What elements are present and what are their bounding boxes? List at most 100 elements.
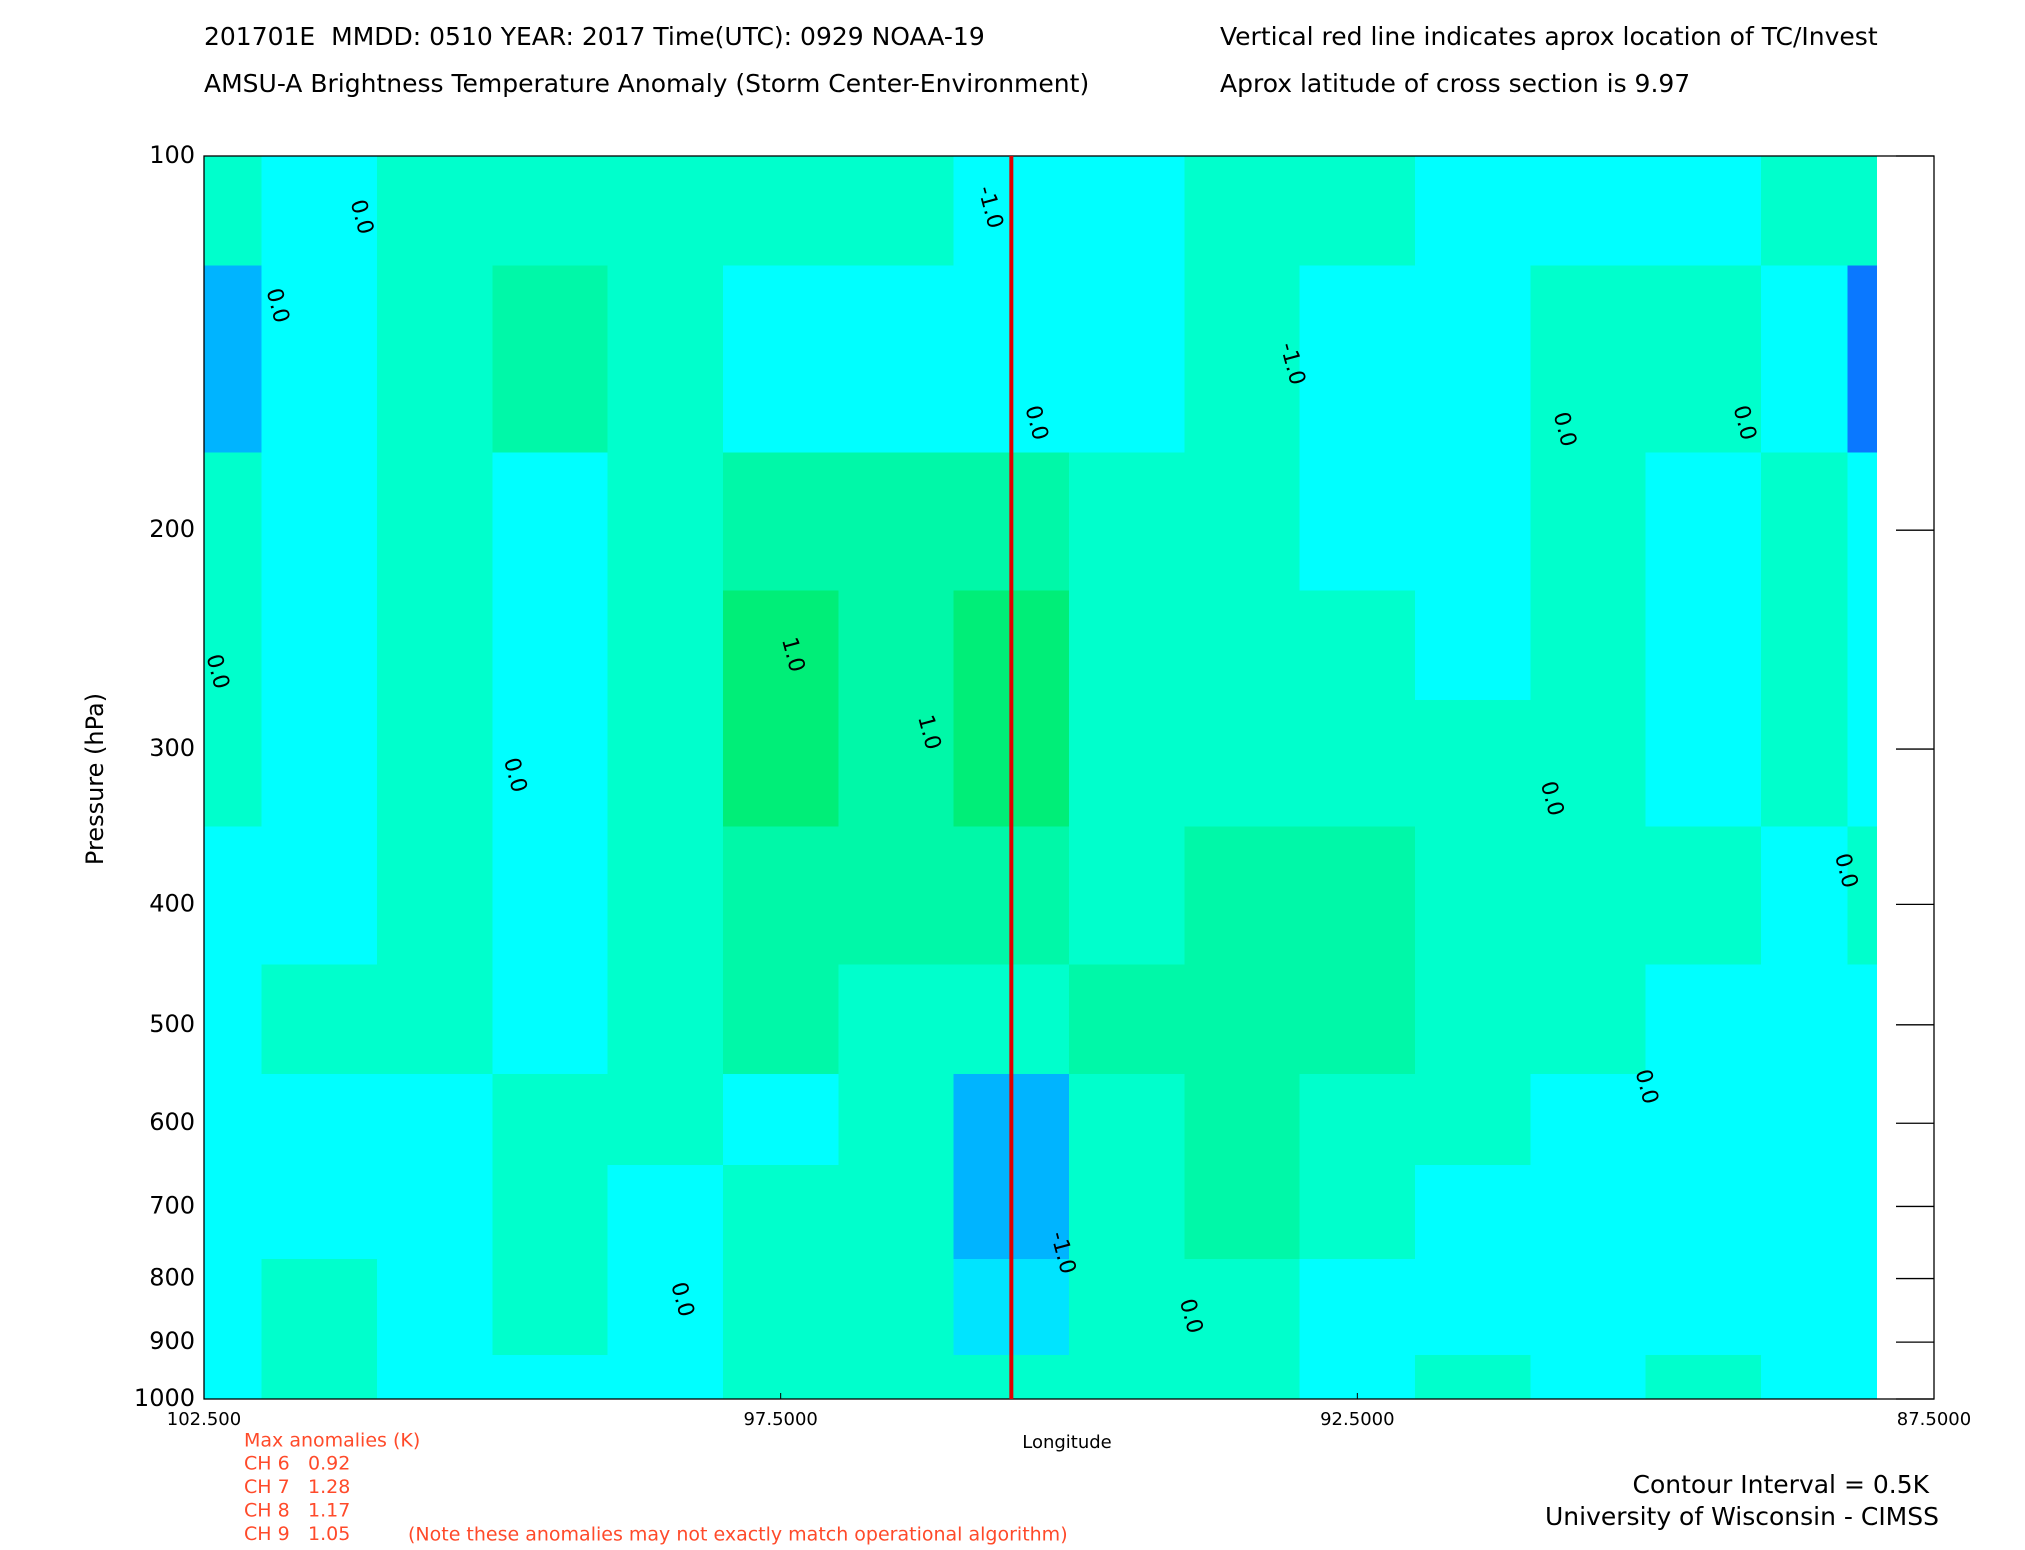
contour-cell xyxy=(377,1164,493,1260)
contour-cell xyxy=(377,964,493,1075)
contour-cell xyxy=(261,1074,378,1166)
contour-cell xyxy=(838,1258,955,1356)
contour-cell xyxy=(204,964,263,1075)
contour-cell xyxy=(1415,452,1531,592)
contour-cell xyxy=(1184,699,1301,828)
contour-cell xyxy=(1415,1258,1531,1356)
contour-cell xyxy=(492,1355,609,1400)
contour-cell xyxy=(1415,699,1531,828)
contour-cell xyxy=(1645,1355,1762,1400)
contour-cell xyxy=(377,826,493,966)
contour-cell xyxy=(261,699,378,828)
contour-cell xyxy=(261,265,378,454)
contour-cell xyxy=(1761,1258,1849,1356)
contour-cell xyxy=(1299,452,1416,592)
contour-cell xyxy=(1415,1355,1531,1400)
contour-cell xyxy=(1299,1355,1416,1400)
contour-cell xyxy=(1184,964,1301,1075)
overlay: 0.00.0-1.0-1.00.0 0.0 0.00.0 1.01.00.00.00.… xyxy=(134,141,1971,1545)
contour-cell xyxy=(723,1258,839,1356)
contour-cell xyxy=(1530,265,1647,454)
contour-cell xyxy=(1069,1164,1185,1260)
contour-cell xyxy=(607,826,724,966)
contour-cell xyxy=(1761,156,1849,267)
contour-cell xyxy=(1069,265,1185,454)
contour-cell xyxy=(1415,1164,1531,1260)
contour-cell xyxy=(1415,590,1531,701)
contour-cell xyxy=(1847,1258,1877,1356)
note: Vertical red line indicates aprox locati… xyxy=(1220,22,1878,51)
contour-cell xyxy=(261,1164,378,1260)
contour-cell xyxy=(1415,156,1531,267)
contour-cell xyxy=(1761,1355,1849,1400)
contour-cell xyxy=(1847,590,1877,701)
contour-cell xyxy=(1069,964,1185,1075)
contour-cell xyxy=(1761,1074,1849,1166)
contour-cell xyxy=(838,590,955,701)
contour-cell xyxy=(723,590,839,701)
contour-cell xyxy=(1645,1074,1762,1166)
contour-cell xyxy=(1761,826,1849,966)
title-line: AMSU-A Brightness Temperature Anomaly (S… xyxy=(204,69,1089,98)
contour-cell xyxy=(1184,1355,1301,1400)
contour-cell xyxy=(1847,452,1877,592)
contour-cell xyxy=(1069,699,1185,828)
contour-cell xyxy=(607,964,724,1075)
channel-value: 0.92 xyxy=(308,1453,350,1475)
contour-cell xyxy=(607,1258,724,1356)
credit: University of Wisconsin - CIMSS xyxy=(1545,1502,1939,1531)
anomaly-note: (Note these anomalies may not exactly ma… xyxy=(408,1524,1068,1546)
y-tick-label: 700 xyxy=(149,1191,195,1219)
contour-cell xyxy=(607,1164,724,1260)
contour-cell xyxy=(723,1164,839,1260)
contour-cell xyxy=(377,699,493,828)
contour-cell xyxy=(1415,964,1531,1075)
contour-cell xyxy=(261,590,378,701)
contour-cell xyxy=(1761,590,1849,701)
contour-cell xyxy=(377,590,493,701)
contour-cell xyxy=(1645,699,1762,828)
contour-cell xyxy=(204,699,263,828)
contour-cell xyxy=(492,1164,609,1260)
contour-cell xyxy=(1069,156,1185,267)
contour-cell xyxy=(1645,1164,1762,1260)
contour-cell xyxy=(1761,699,1849,828)
y-tick-label: 200 xyxy=(149,515,195,543)
contour-cell xyxy=(1530,452,1647,592)
contour-field xyxy=(204,156,1877,1400)
contour-cell xyxy=(1299,826,1416,966)
contour-cell xyxy=(1069,1074,1185,1166)
contour-cell xyxy=(204,1355,263,1400)
x-tick-label: 102.500 xyxy=(167,1409,241,1430)
contour-cell xyxy=(607,265,724,454)
contour-cell xyxy=(261,1355,378,1400)
y-tick-label: 300 xyxy=(149,734,195,762)
contour-cell xyxy=(1530,1164,1647,1260)
y-tick-label: 900 xyxy=(149,1327,195,1355)
contour-cell xyxy=(1530,699,1647,828)
plot-frame xyxy=(203,155,1935,1400)
contour-cell xyxy=(838,1074,955,1166)
contour-cell xyxy=(204,156,263,267)
contour-cell xyxy=(204,452,263,592)
contour-cell xyxy=(204,826,263,966)
contour-cell xyxy=(607,1074,724,1166)
contour-cell xyxy=(1645,265,1762,454)
title-line: 201701E MMDD: 0510 YEAR: 2017 Time(UTC):… xyxy=(204,22,985,51)
x-axis-label: Longitude xyxy=(1022,1432,1112,1453)
channel-value: 1.17 xyxy=(308,1500,350,1522)
channel-name: CH 6 xyxy=(244,1453,290,1475)
x-tick-label: 92.5000 xyxy=(1320,1409,1394,1430)
contour-cell xyxy=(1761,452,1849,592)
contour-cell xyxy=(377,265,493,454)
contour-cell xyxy=(1299,156,1416,267)
y-tick-label: 600 xyxy=(149,1108,195,1136)
contour-cell xyxy=(1645,964,1762,1075)
x-tick-label: 97.5000 xyxy=(743,1409,817,1430)
contour-cell xyxy=(1069,452,1185,592)
channel-value: 1.05 xyxy=(308,1523,350,1545)
contour-cell xyxy=(723,964,839,1075)
contour-cell xyxy=(1847,826,1877,966)
contour-cell xyxy=(723,1074,839,1166)
contour-cell xyxy=(723,265,839,454)
